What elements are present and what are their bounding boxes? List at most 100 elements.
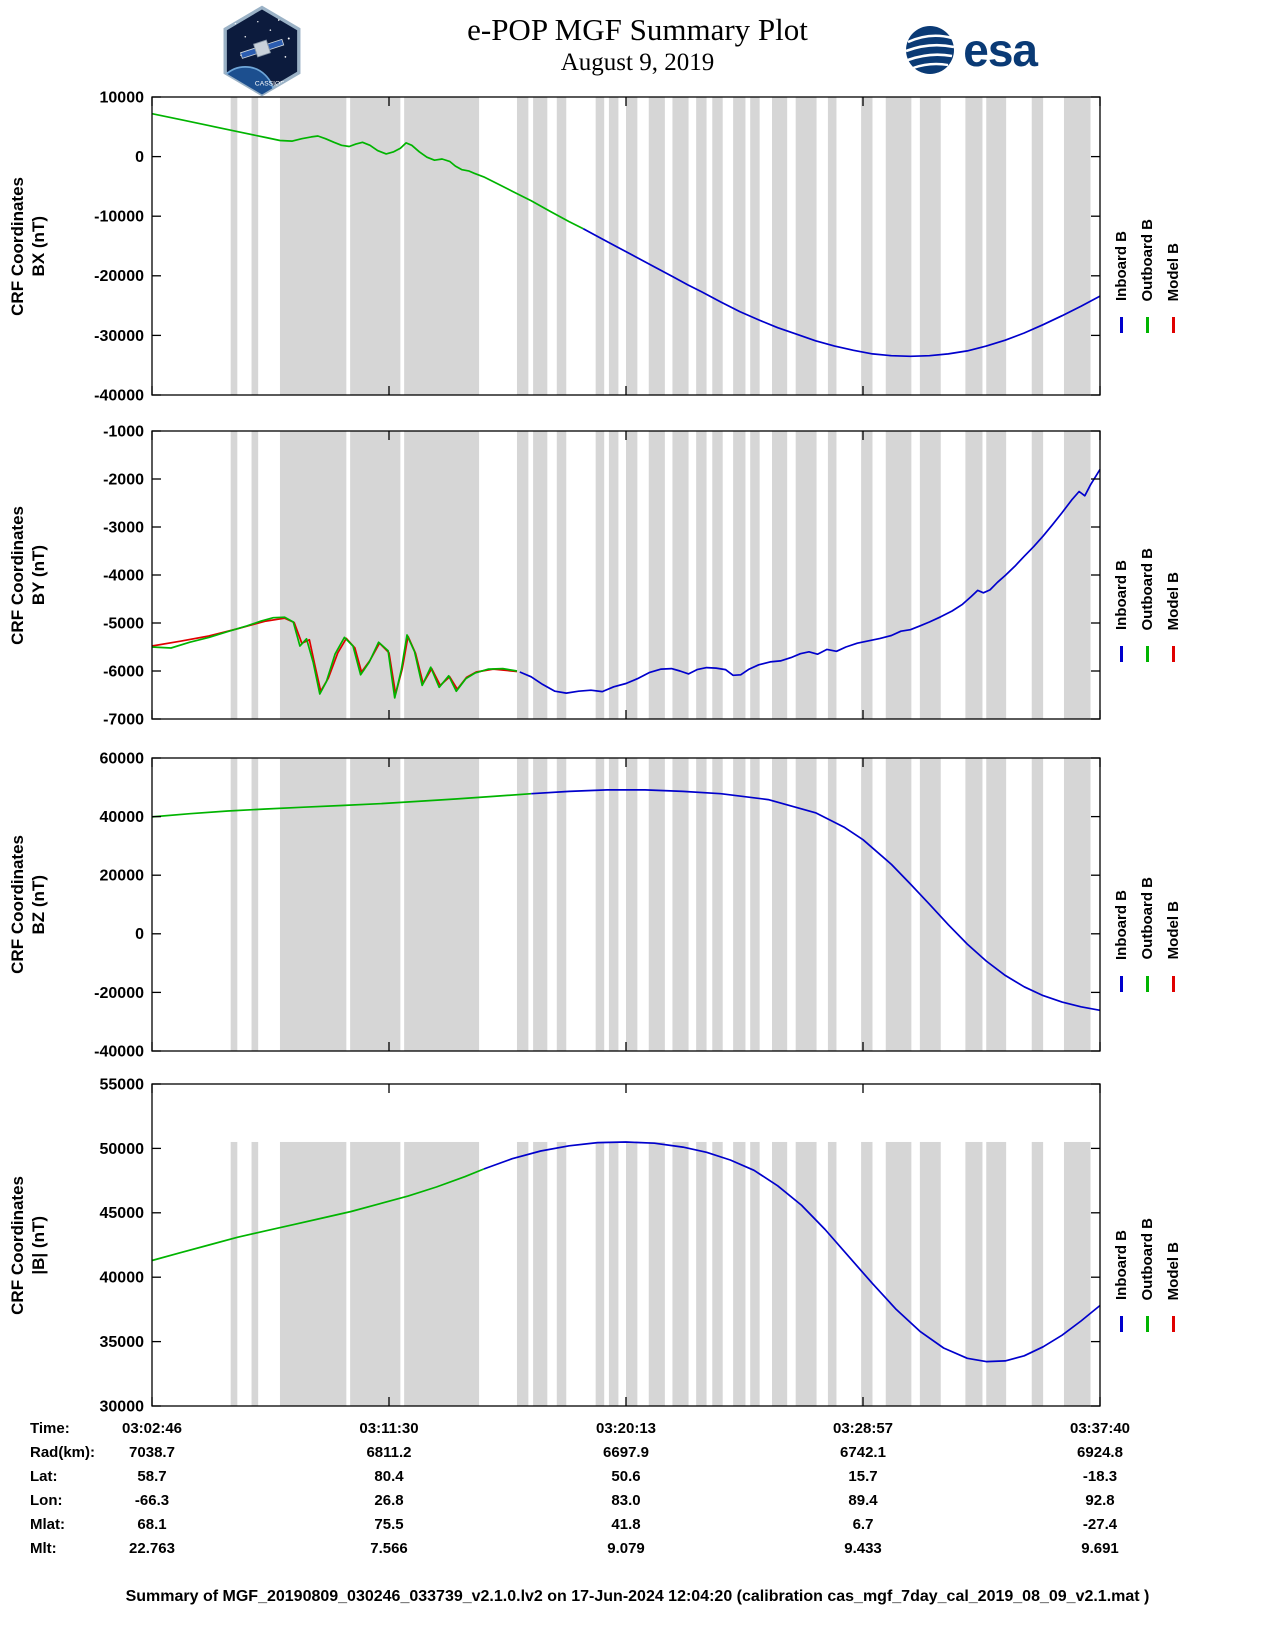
title-block: e-POP MGF Summary Plot August 9, 2019: [0, 0, 1275, 78]
data-gap-band: [1031, 97, 1044, 395]
table-cell: 6742.1: [840, 1444, 886, 1461]
data-gap-band: [672, 431, 689, 719]
data-gap-band: [404, 758, 480, 1051]
data-gap-band: [1063, 431, 1091, 719]
panel-bx: CRF Coordinates BX (nT) 10000 0 -10000 -20000…: [0, 89, 1275, 404]
data-gap-band: [626, 758, 638, 1051]
data-gap-band: [827, 1141, 837, 1406]
plot-area-bx: 10000 0 -10000 -20000 -30000 -40000: [94, 89, 1101, 404]
table-row: Lon: -66.3 26.8 83.0 89.4 92.8: [0, 1492, 1275, 1516]
table-cell: 6924.8: [1077, 1444, 1123, 1461]
data-gap-band: [696, 1141, 707, 1406]
data-gap-band: [986, 758, 1007, 1051]
page-title: e-POP MGF Summary Plot: [467, 12, 808, 47]
legend-color-mark: [1120, 1316, 1123, 1332]
table-cell: -66.3: [134, 1492, 170, 1509]
data-gap-band: [556, 97, 567, 395]
table-cell: 22.763: [129, 1540, 175, 1557]
table-cell: 7.566: [370, 1540, 408, 1557]
data-gap-band: [1063, 97, 1091, 395]
data-gap-band: [919, 431, 941, 719]
data-gap-band: [230, 758, 238, 1051]
series-inboard_b: [531, 789, 1101, 1012]
data-gap-band: [1063, 1141, 1091, 1406]
legend-entry: Outboard B: [1139, 159, 1156, 333]
y-axis-label-line1: CRF Coordinates: [8, 1175, 27, 1315]
data-gap-band: [608, 758, 619, 1051]
legend-entries: Inboard B Outboard B Model B: [1113, 488, 1182, 662]
legend-label: Inboard B: [1113, 231, 1130, 301]
y-tick-label: 35000: [100, 1334, 145, 1351]
legend-entry: Model B: [1165, 159, 1182, 333]
y-tick-label: 50000: [100, 1141, 145, 1158]
table-row-label: Mlt:: [30, 1540, 57, 1557]
data-gap-band: [1063, 758, 1091, 1051]
data-gap-band: [251, 758, 259, 1051]
data-gap-band: [712, 758, 723, 1051]
plot-area-bz: 60000 40000 20000 0 -20000 -40000: [94, 750, 1101, 1060]
data-gap-band: [771, 97, 788, 395]
data-gap-band: [1031, 758, 1044, 1051]
table-row: Rad(km): 7038.7 6811.2 6697.9 6742.1 6924.8: [0, 1444, 1275, 1468]
y-tick-label: -2000: [103, 471, 144, 488]
data-gap-band: [672, 758, 689, 1051]
data-gap-band: [595, 1141, 605, 1406]
data-gap-band: [608, 1141, 619, 1406]
legend-entry: Inboard B: [1113, 488, 1130, 662]
data-gap-band: [350, 758, 401, 1051]
legend-label: Outboard B: [1139, 547, 1156, 631]
data-gap-band: [556, 758, 567, 1051]
table-cell: 03:37:40: [1069, 1420, 1131, 1437]
data-gap-band: [795, 97, 817, 395]
data-gap-band: [251, 431, 259, 719]
y-tick-label: -6000: [103, 663, 144, 680]
table-row-label: Rad(km):: [30, 1444, 96, 1461]
legend-label: Model B: [1165, 571, 1182, 630]
data-gap-band: [712, 97, 723, 395]
data-gap-band: [919, 97, 941, 395]
series-outboard_b: [151, 616, 518, 699]
data-gap-band: [595, 758, 605, 1051]
table-cell: 9.079: [607, 1540, 645, 1557]
legend-bx: Inboard B Outboard B Model B: [1105, 97, 1226, 395]
data-gap-band: [733, 758, 746, 1051]
data-gap-band: [986, 1141, 1007, 1406]
table-cell: 89.4: [848, 1492, 878, 1509]
y-axis-label-by: CRF Coordinates BY (nT): [0, 431, 57, 719]
y-tick-label: -3000: [103, 519, 144, 536]
data-gap-band: [827, 97, 837, 395]
legend-entry: Outboard B: [1139, 1158, 1156, 1332]
table-cell: 75.5: [374, 1516, 404, 1533]
legend-by: Inboard B Outboard B Model B: [1105, 431, 1226, 719]
y-tick-label: -30000: [94, 328, 144, 345]
y-tick-label: 10000: [100, 89, 145, 106]
panel-by: CRF Coordinates BY (nT) -1000 -2000 -3000 -40…: [0, 423, 1275, 728]
legend-color-mark: [1120, 646, 1123, 662]
data-gap-band: [986, 97, 1007, 395]
data-gap-band: [626, 431, 638, 719]
chart-panels: CRF Coordinates BX (nT) 10000 0 -10000 -20000…: [0, 89, 1275, 1415]
data-gap-band: [350, 97, 401, 395]
legend-color-mark: [1146, 975, 1149, 992]
cassiope-mission-logo: CASSIOPE: [223, 5, 301, 97]
data-gap-band: [626, 1141, 638, 1406]
y-tick-label: 20000: [100, 868, 145, 885]
table-row-label: Time:: [30, 1420, 70, 1437]
data-gap-band: [733, 1141, 746, 1406]
data-gap-band: [696, 758, 707, 1051]
table-cell: 68.1: [137, 1516, 167, 1533]
data-gap-band: [672, 1141, 689, 1406]
y-tick-label: -4000: [103, 567, 144, 584]
y-tick-label: -7000: [103, 711, 144, 728]
table-cell: 26.8: [374, 1492, 404, 1509]
series-outboard_b: [151, 792, 532, 818]
table-row: Time: 03:02:46 03:11:30 03:20:13 03:28:57 03:…: [0, 1420, 1275, 1444]
legend-color-mark: [1172, 1316, 1175, 1332]
legend-label: Outboard B: [1139, 218, 1156, 302]
legend-bz: Inboard B Outboard B Model B: [1105, 758, 1226, 1051]
data-gap-band: [279, 758, 347, 1051]
series-outboard_b: [151, 1168, 485, 1262]
table-row: Lat: 58.7 80.4 50.6 15.7 -18.3: [0, 1468, 1275, 1492]
y-axis-label-line2: BZ (nT): [29, 874, 48, 935]
table-cell: 83.0: [611, 1492, 641, 1509]
